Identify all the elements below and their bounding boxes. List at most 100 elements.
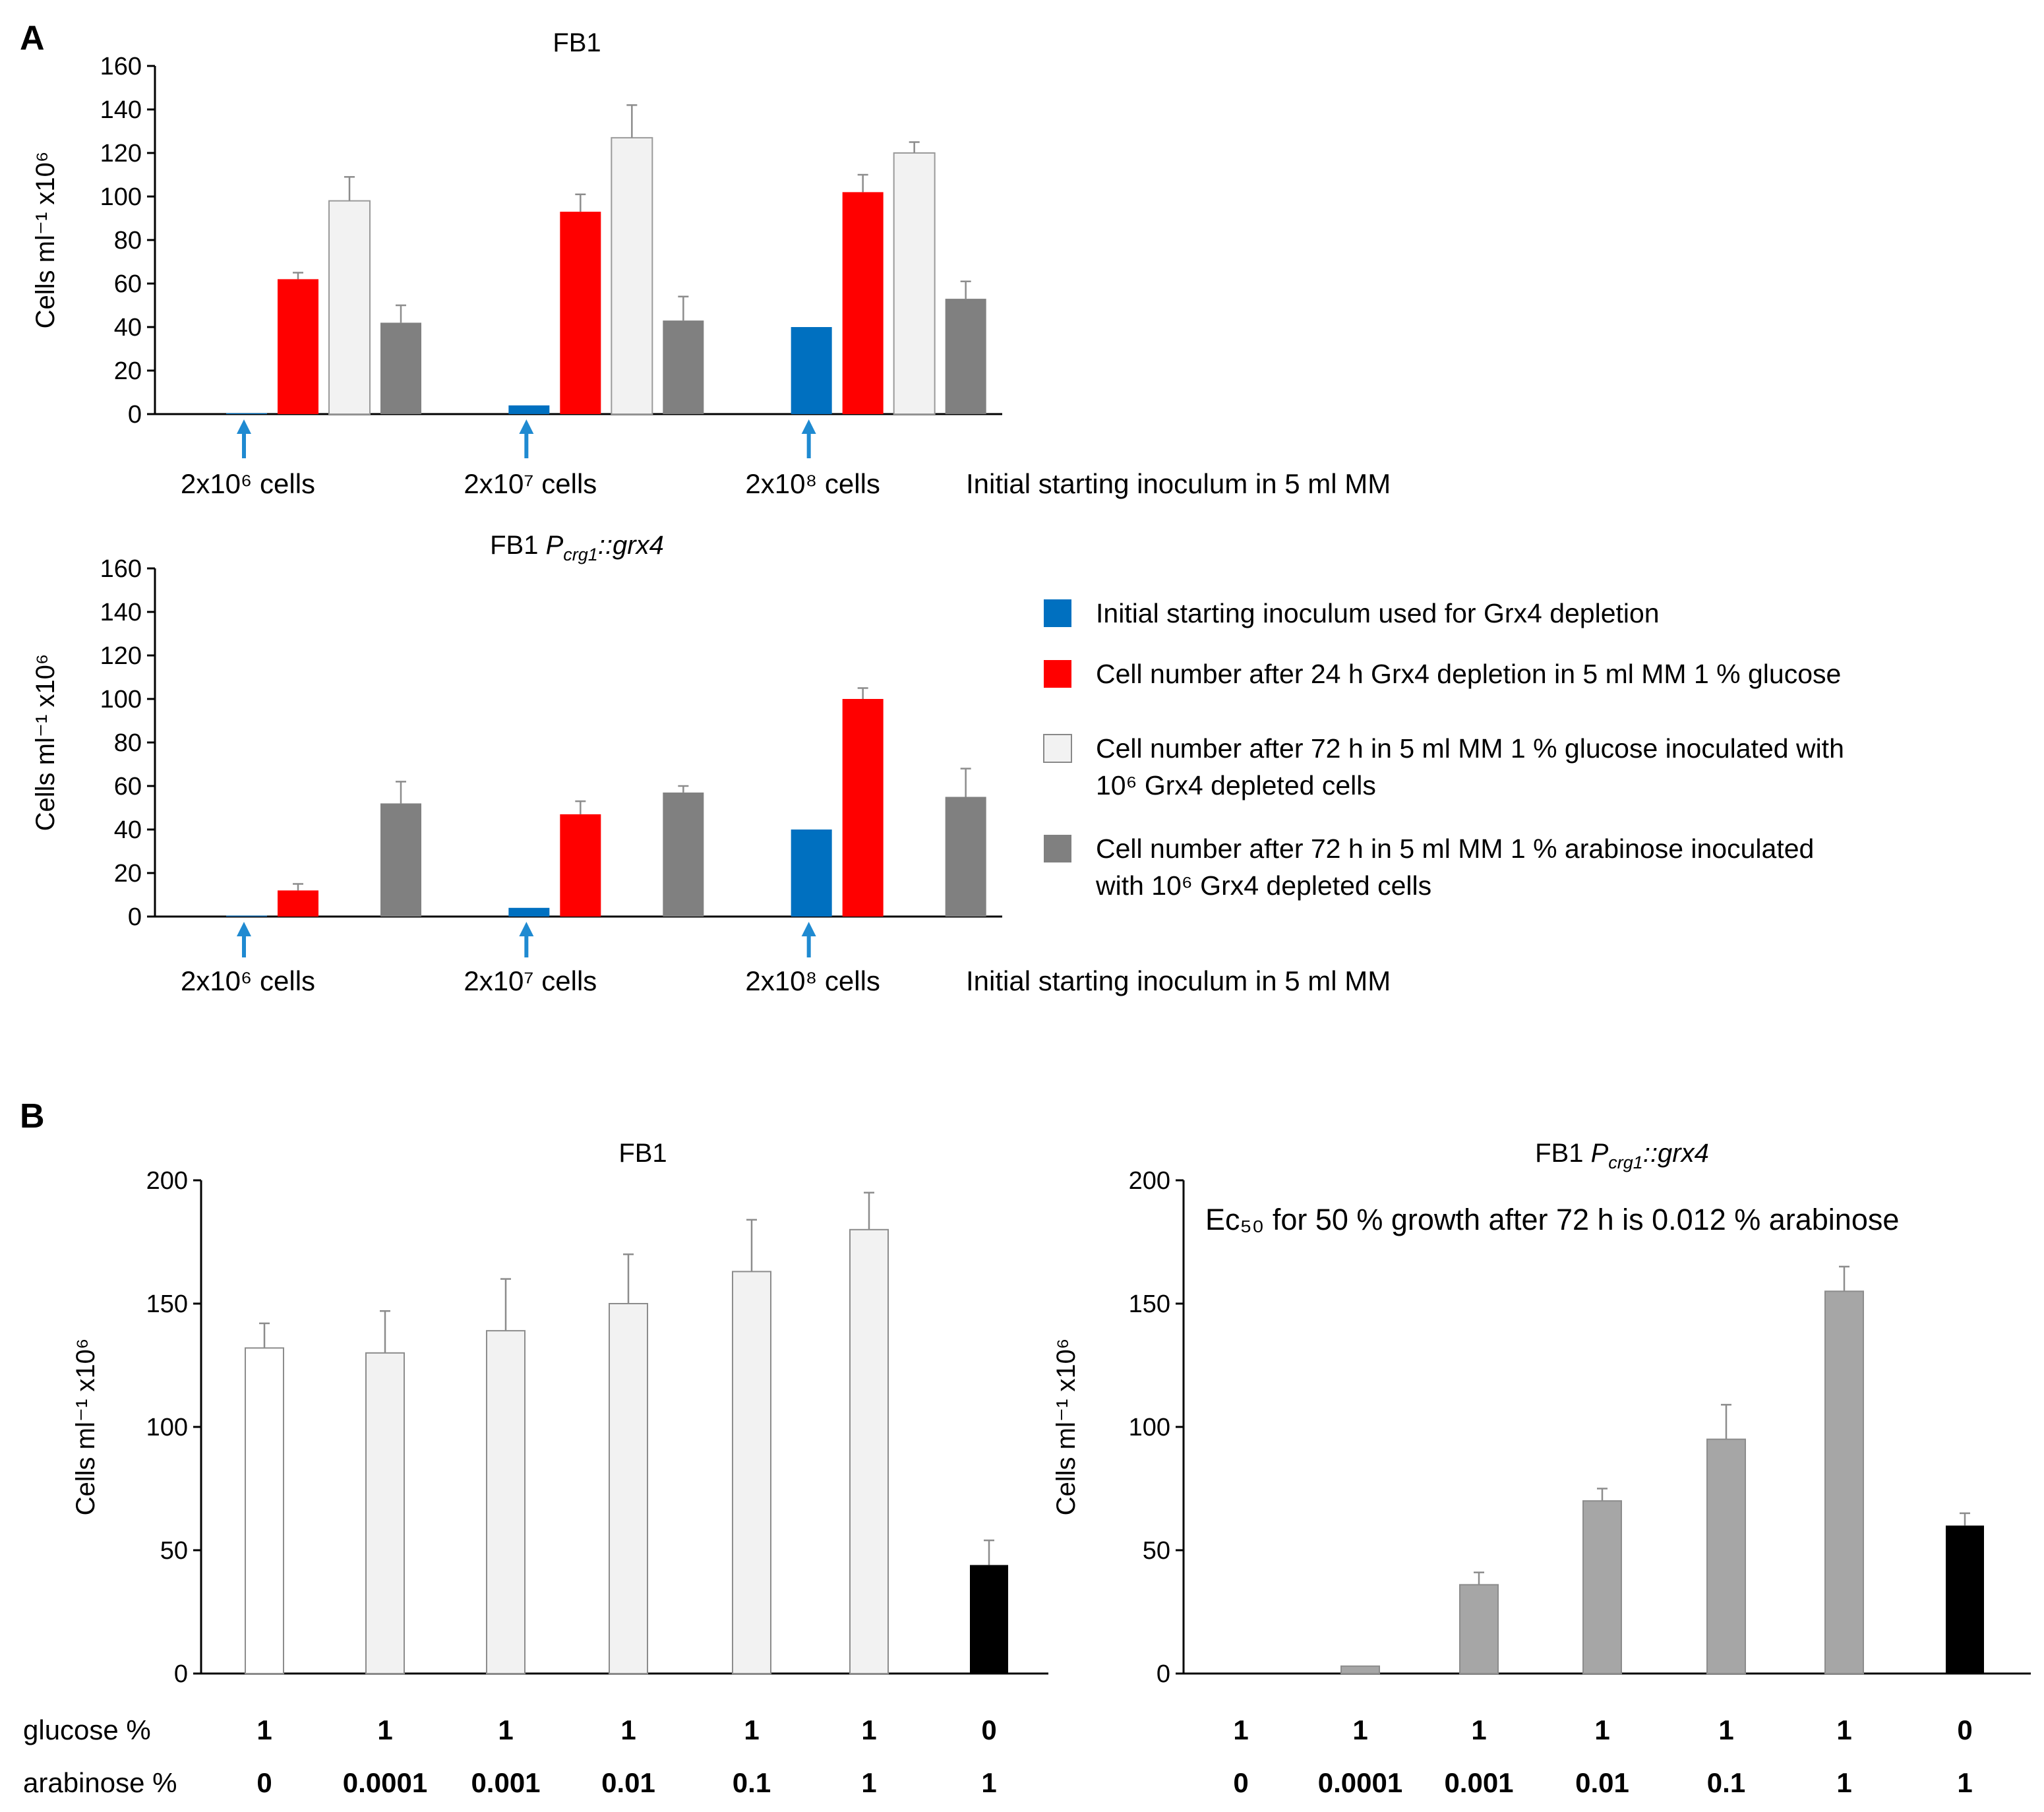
chart-title: FB1 — [553, 28, 601, 57]
chart-title-italic: P — [546, 531, 564, 560]
y-tick-label: 100 — [1129, 1414, 1170, 1441]
glucose-row-label: glucose % — [23, 1714, 151, 1745]
legend-swatch-arabinose72h — [1044, 835, 1071, 862]
y-tick-label: 0 — [174, 1660, 188, 1688]
y-tick-label: 0 — [128, 903, 142, 931]
arabinose-value: 0.001 — [471, 1767, 540, 1798]
bar — [245, 1347, 284, 1674]
bar-arabinose72h — [663, 792, 704, 917]
arabinose-value: 0 — [1233, 1767, 1248, 1798]
bar-glucose72h — [328, 200, 371, 415]
arabinose-value: 1 — [861, 1767, 876, 1798]
arabinose-value: 0.1 — [733, 1767, 771, 1798]
category-label: 2x10⁶ cells — [181, 468, 315, 499]
bar — [970, 1565, 1008, 1674]
category-label: 2x10⁶ cells — [181, 965, 315, 996]
arabinose-value: 0.001 — [1444, 1767, 1513, 1798]
y-tick-label: 140 — [100, 96, 142, 124]
y-tick-label: 150 — [1129, 1290, 1170, 1318]
inoculum-note: Initial starting inoculum in 5 ml MM — [966, 468, 1391, 499]
bar — [365, 1352, 405, 1675]
bar-inoculum — [508, 405, 550, 414]
chart-title-rest: ::grx4 — [1643, 1139, 1709, 1168]
y-tick-label: 100 — [100, 183, 142, 211]
bar-glucose72h — [611, 136, 653, 415]
glucose-value: 1 — [256, 1714, 272, 1745]
bar-after24h — [278, 279, 318, 414]
arrow-head — [237, 922, 251, 936]
y-tick-label: 60 — [114, 773, 142, 800]
arrow-head — [519, 922, 534, 936]
bar-inoculum — [226, 915, 267, 917]
legend-label: 10⁶ Grx4 depleted cells — [1096, 770, 1376, 800]
y-tick-label: 150 — [146, 1290, 188, 1318]
chart-fb1-dose: 0 50 100 150 200 Cells ml⁻¹ x10⁶ FB1 — [71, 1139, 1048, 1688]
chart-title-main: FB1 — [490, 531, 545, 560]
glucose-value: 0 — [981, 1714, 996, 1745]
y-axis-label: Cells ml⁻¹ x10⁶ — [31, 654, 60, 831]
bar — [1340, 1665, 1380, 1675]
y-tick-label: 160 — [100, 555, 142, 583]
up-arrow-icon — [237, 419, 251, 458]
chart-pcrg1-grx4-depletion: 0 20 40 60 80 100 120 140 160 Cells ml⁻¹ x10⁶ FB1 … — [31, 531, 1391, 996]
bar — [1582, 1500, 1622, 1674]
bar-after24h — [560, 212, 601, 414]
glucose-value: 0 — [1957, 1714, 1972, 1745]
legend-label: with 10⁶ Grx4 depleted cells — [1095, 870, 1431, 901]
bar — [486, 1330, 526, 1674]
bar — [1946, 1525, 1984, 1674]
bar — [849, 1228, 889, 1675]
glucose-value: 1 — [1836, 1714, 1851, 1745]
bar — [609, 1303, 648, 1674]
y-tick-label: 120 — [100, 140, 142, 167]
bar-inoculum — [791, 830, 832, 917]
y-tick-label: 200 — [1129, 1167, 1170, 1195]
arabinose-value: 1 — [1957, 1767, 1972, 1798]
legend-swatch-after24h — [1044, 660, 1071, 688]
inoculum-note: Initial starting inoculum in 5 ml MM — [966, 965, 1391, 996]
legend-label: Cell number after 72 h in 5 ml MM 1 % gl… — [1096, 733, 1844, 764]
y-tick-label: 120 — [100, 642, 142, 670]
bar-inoculum — [508, 907, 550, 917]
glucose-value: 1 — [1718, 1714, 1733, 1745]
bar — [1459, 1584, 1499, 1675]
y-tick-label: 100 — [100, 686, 142, 713]
ec50-text: Ec₅₀ for 50 % growth after 72 h is 0.012… — [1205, 1203, 1899, 1236]
arrow-head — [801, 419, 816, 434]
glucose-value: 1 — [861, 1714, 876, 1745]
arrow-head — [519, 419, 534, 434]
y-tick-label: 20 — [114, 860, 142, 888]
glucose-value: 1 — [498, 1714, 513, 1745]
bar-arabinose72h — [380, 322, 421, 414]
bar-arabinose72h — [663, 320, 704, 414]
condition-table: glucose % arabinose % 1 0 1 0.0001 1 0.001 1 0.01… — [23, 1714, 1973, 1798]
category-label: 2x10⁷ cells — [464, 965, 597, 996]
y-tick-label: 140 — [100, 599, 142, 626]
y-tick-label: 0 — [1157, 1660, 1170, 1688]
bar-after24h — [842, 192, 884, 414]
legend-swatch-glucose72h — [1043, 734, 1072, 763]
bar-arabinose72h — [945, 299, 986, 414]
y-tick-label: 20 — [114, 357, 142, 385]
arrow-head — [237, 419, 251, 434]
arabinose-value: 0.01 — [1575, 1767, 1629, 1798]
legend-label: Cell number after 72 h in 5 ml MM 1 % ar… — [1096, 833, 1814, 864]
legend-label: Cell number after 24 h Grx4 depletion in… — [1096, 659, 1841, 689]
up-arrow-icon — [237, 922, 251, 957]
up-arrow-icon — [801, 922, 816, 957]
glucose-value: 1 — [377, 1714, 392, 1745]
chart-title-subscript: crg1 — [1608, 1153, 1643, 1172]
glucose-value: 1 — [1594, 1714, 1609, 1745]
y-tick-label: 50 — [160, 1537, 188, 1565]
y-axis-label: Cells ml⁻¹ x10⁶ — [1052, 1339, 1081, 1516]
y-tick-label: 200 — [146, 1167, 188, 1195]
y-tick-label: 160 — [100, 53, 142, 80]
glucose-value: 1 — [744, 1714, 759, 1745]
panel-a-label: A — [20, 19, 45, 57]
y-tick-label: 50 — [1143, 1537, 1170, 1565]
y-tick-label: 100 — [146, 1414, 188, 1441]
up-arrow-icon — [519, 922, 534, 957]
arabinose-value: 0.0001 — [1318, 1767, 1402, 1798]
chart-title-rest: ::grx4 — [598, 531, 664, 560]
